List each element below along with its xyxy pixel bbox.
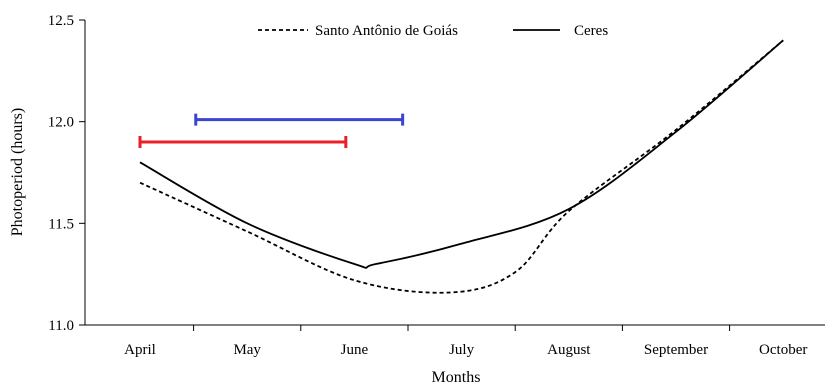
- y-ticks: 11.0 11.5 12.0 12.5: [48, 13, 85, 334]
- legend-label-ceres: Ceres: [574, 23, 608, 39]
- x-tick-label: June: [341, 342, 369, 358]
- y-tick-label: 12.5: [48, 13, 74, 29]
- x-tick-label: April: [124, 342, 156, 358]
- x-tick-label: July: [449, 342, 475, 358]
- axes: [85, 20, 825, 325]
- range-bars: [140, 114, 403, 148]
- x-axis-label: Months: [432, 369, 481, 385]
- y-tick-label: 11.5: [48, 216, 74, 232]
- series-line-0: [140, 40, 783, 292]
- series-line-1: [140, 40, 783, 268]
- legend: Santo Antônio de Goiás Ceres: [258, 23, 608, 39]
- y-tick-label: 12.0: [48, 115, 74, 131]
- y-tick-label: 11.0: [48, 318, 74, 334]
- x-tick-label: September: [644, 342, 708, 358]
- x-tick-label: October: [759, 342, 807, 358]
- y-axis-label: Photoperiod (hours): [9, 108, 26, 236]
- legend-label-santo-antonio: Santo Antônio de Goiás: [315, 23, 458, 39]
- x-ticks: April May June July August September October: [124, 325, 807, 358]
- series-layer: [140, 40, 783, 292]
- x-tick-label: August: [547, 342, 591, 358]
- x-tick-label: May: [233, 342, 261, 358]
